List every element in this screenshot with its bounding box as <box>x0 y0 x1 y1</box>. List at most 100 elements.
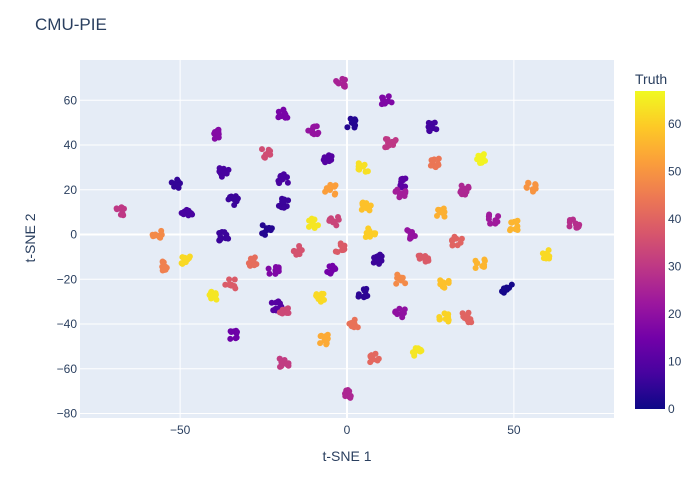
data-point <box>480 263 487 270</box>
data-point <box>374 256 381 263</box>
data-point <box>280 106 287 113</box>
data-point <box>180 210 187 217</box>
data-point <box>332 248 339 255</box>
cluster <box>344 115 359 131</box>
data-point <box>392 309 399 316</box>
data-point <box>441 213 448 220</box>
data-point <box>500 285 507 292</box>
data-point <box>434 212 440 219</box>
data-point <box>422 258 429 265</box>
data-point <box>449 242 456 248</box>
data-point <box>277 363 283 370</box>
cluster <box>474 151 488 166</box>
data-point <box>225 235 232 242</box>
y-tick-label: −60 <box>57 362 78 376</box>
cluster <box>358 199 374 214</box>
x-tick-label: 0 <box>344 423 351 437</box>
data-point <box>175 182 182 189</box>
y-tick-label: 0 <box>70 228 77 242</box>
data-point <box>178 260 185 267</box>
data-point <box>267 226 274 233</box>
data-point <box>341 82 348 88</box>
data-point <box>308 217 315 224</box>
data-point <box>284 179 291 186</box>
cluster <box>275 106 291 121</box>
data-point <box>221 170 228 176</box>
cluster <box>159 258 170 274</box>
cluster <box>459 309 475 326</box>
cluster <box>355 160 371 175</box>
data-point <box>313 292 320 299</box>
data-point <box>404 227 411 234</box>
cluster <box>313 290 327 305</box>
data-point <box>281 196 288 203</box>
data-point <box>363 285 370 292</box>
data-point <box>383 98 390 105</box>
data-point <box>458 235 465 242</box>
cluster <box>457 182 472 198</box>
cluster <box>427 155 442 171</box>
data-point <box>360 163 367 170</box>
grid-lines <box>80 60 614 418</box>
data-point <box>392 137 399 143</box>
data-point <box>281 204 287 211</box>
data-point <box>402 190 409 196</box>
data-point <box>315 222 321 229</box>
data-point <box>285 360 292 367</box>
data-point <box>392 188 399 195</box>
data-point <box>511 218 518 225</box>
data-point <box>168 179 175 186</box>
data-point <box>234 195 241 202</box>
data-point <box>231 276 238 283</box>
cluster <box>382 136 399 151</box>
colorbar-tick-label: 10 <box>668 355 682 369</box>
data-point <box>384 136 391 143</box>
data-point <box>354 324 361 331</box>
data-point <box>185 207 192 214</box>
data-point <box>335 214 341 220</box>
data-point <box>225 196 232 203</box>
data-point <box>532 182 539 189</box>
cluster <box>362 225 379 240</box>
data-point <box>279 176 286 183</box>
data-points <box>113 75 583 401</box>
data-point <box>418 347 425 354</box>
cluster <box>346 316 361 331</box>
data-point <box>211 129 218 135</box>
data-point <box>321 296 327 303</box>
colorbar-tick-label: 60 <box>668 117 682 131</box>
cluster <box>485 211 502 227</box>
data-point <box>323 338 330 345</box>
data-point <box>217 236 224 243</box>
data-point <box>435 160 441 167</box>
data-point <box>478 152 485 159</box>
x-axis-title: t-SNE 1 <box>322 448 371 464</box>
x-tick-label: −50 <box>170 423 191 437</box>
data-point <box>275 268 282 275</box>
data-point <box>325 152 332 159</box>
cluster <box>367 350 382 366</box>
cluster <box>409 345 425 359</box>
data-point <box>276 355 283 362</box>
y-axis-title: t-SNE 2 <box>22 213 38 262</box>
data-point <box>268 299 275 306</box>
data-point <box>329 184 335 190</box>
data-point <box>349 117 356 124</box>
data-point <box>342 393 349 400</box>
cluster <box>333 75 348 90</box>
data-point <box>435 155 442 162</box>
cluster <box>370 251 385 267</box>
data-point <box>318 290 325 297</box>
data-point <box>251 262 258 269</box>
colorbar-tick-label: 50 <box>668 165 682 179</box>
cluster <box>113 204 127 219</box>
data-point <box>487 220 494 227</box>
data-point <box>311 123 318 130</box>
data-point <box>226 281 233 288</box>
data-point <box>437 316 443 323</box>
data-point <box>324 331 331 338</box>
colorbar-title: Truth <box>635 71 667 87</box>
cluster <box>225 193 241 208</box>
data-point <box>232 335 239 342</box>
data-point <box>573 221 579 228</box>
